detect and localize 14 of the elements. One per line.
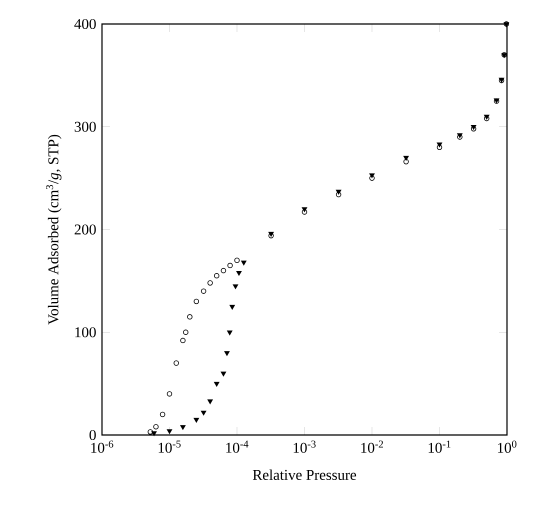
y-tick-label: 300 xyxy=(74,122,96,132)
y-tick-label: 200 xyxy=(74,224,96,235)
y-tick-label: 100 xyxy=(75,327,96,338)
x-tick-label: 10$^{-3}$ xyxy=(294,440,316,453)
y-tick-label: 400 xyxy=(74,18,96,30)
y-tick-label: 0 xyxy=(90,430,96,440)
x-axis-title: Relative Pressure xyxy=(252,469,356,480)
x-tick-label: 10$^{0}$ xyxy=(498,440,516,453)
x-tick-label: 10$^{-4}$ xyxy=(226,440,248,453)
y-axis-title: Volume Adsorbed (cm$^{3}$/g, STP) xyxy=(46,134,62,325)
x-tick-label: 10$^{-1}$ xyxy=(428,440,450,453)
x-tick-label: 10$^{-6}$ xyxy=(91,440,114,453)
x-tick-label: 10$^{-2}$ xyxy=(361,440,384,453)
x-tick-label: 10$^{-5}$ xyxy=(158,440,181,453)
